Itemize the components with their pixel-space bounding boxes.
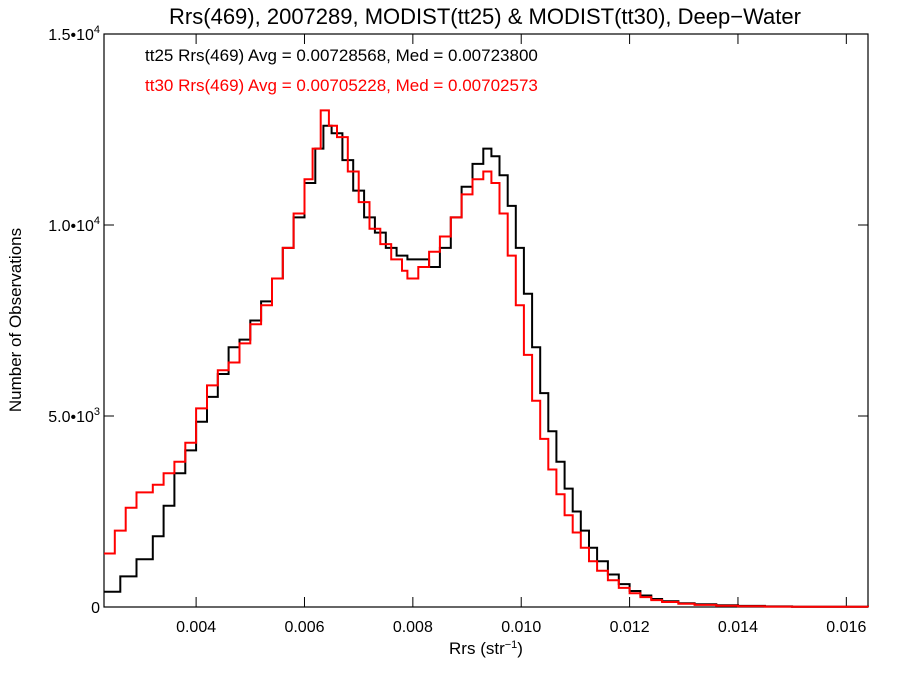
y-tick-label: 0 [91,600,100,617]
x-tick-label: 0.012 [610,619,650,636]
x-tick-label: 0.006 [284,619,324,636]
axis-ticks: 0.004 0.006 0.008 0.010 0.012 0.014 0.016 0 5.0•… [48,24,868,636]
x-tick-label: 0.010 [501,619,541,636]
x-tick-label: 0.004 [176,619,216,636]
chart-title: Rrs(469), 2007289, MODIST(tt25) & MODIST… [169,4,801,29]
series-line-0 [104,124,869,608]
y-tick-label: 1.5•104 [48,24,100,44]
y-tick-label: 1.0•104 [48,215,100,235]
annotation-0: tt25 Rrs(469) Avg = 0.00728568, Med = 0.… [145,46,538,65]
plot-frame [103,33,869,608]
series-line-1 [104,109,869,608]
series-group [104,109,869,608]
x-tick-label: 0.016 [826,619,866,636]
annotations: tt25 Rrs(469) Avg = 0.00728568, Med = 0.… [145,46,538,95]
annotation-1: tt30 Rrs(469) Avg = 0.00705228, Med = 0.… [145,76,538,95]
x-axis-label: Rrs (str−1) [449,639,523,658]
x-tick-label: 0.008 [393,619,433,636]
x-tick-label: 0.014 [718,619,758,636]
y-axis-label: Number of Observations [6,228,25,412]
y-tick-label: 5.0•103 [48,406,100,426]
